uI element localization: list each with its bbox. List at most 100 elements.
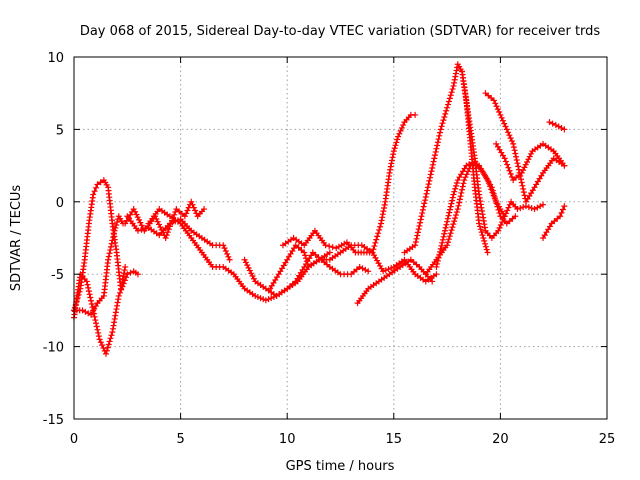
data-point xyxy=(493,200,500,207)
data-point xyxy=(434,142,441,149)
data-point xyxy=(446,209,453,216)
data-point xyxy=(458,189,465,196)
data-point xyxy=(438,123,445,130)
data-point xyxy=(221,245,228,252)
data-point xyxy=(559,206,566,213)
data-point xyxy=(434,257,441,264)
data-point xyxy=(447,92,454,99)
data-point xyxy=(528,205,535,212)
data-point xyxy=(451,218,458,225)
data-point xyxy=(109,237,116,244)
data-point xyxy=(96,336,103,343)
data-point xyxy=(436,129,443,136)
data-point xyxy=(515,163,522,170)
data-point xyxy=(93,323,100,330)
data-point xyxy=(537,203,544,210)
data-point xyxy=(507,170,514,177)
data-point xyxy=(184,207,191,214)
series-arc-9 xyxy=(279,111,419,256)
data-point xyxy=(171,211,178,218)
data-point xyxy=(450,221,457,228)
data-point xyxy=(190,204,197,211)
data-point xyxy=(377,223,384,230)
data-point xyxy=(512,213,519,220)
data-point xyxy=(88,297,95,304)
data-point xyxy=(119,276,126,283)
data-point xyxy=(400,122,407,129)
data-point xyxy=(505,204,512,211)
data-point xyxy=(430,158,437,165)
data-point xyxy=(439,239,446,246)
data-point xyxy=(85,284,92,291)
data-point xyxy=(417,219,424,226)
data-point xyxy=(520,185,527,192)
data-point xyxy=(521,192,528,199)
data-point xyxy=(561,162,568,169)
data-point xyxy=(142,225,149,232)
data-point xyxy=(188,198,195,205)
data-point xyxy=(391,145,398,152)
data-point xyxy=(459,183,466,190)
data-point xyxy=(505,164,512,171)
x-tick-label: 15 xyxy=(386,432,403,447)
data-point xyxy=(517,205,524,212)
data-point xyxy=(427,171,434,178)
series-arc-7 xyxy=(241,249,372,299)
data-point xyxy=(429,161,436,168)
data-point xyxy=(421,200,428,207)
data-point xyxy=(95,329,102,336)
data-point xyxy=(412,239,419,246)
data-point xyxy=(301,249,308,256)
data-point xyxy=(112,224,119,231)
data-point xyxy=(481,237,488,244)
data-point xyxy=(88,300,95,307)
data-point xyxy=(449,86,456,93)
data-point xyxy=(415,226,422,233)
data-point xyxy=(97,339,104,346)
data-point xyxy=(154,218,161,225)
data-point xyxy=(506,132,513,139)
x-tick-label: 0 xyxy=(70,432,78,447)
data-point xyxy=(504,161,511,168)
series-arc-18 xyxy=(546,119,568,133)
data-point xyxy=(452,70,459,77)
data-point xyxy=(437,126,444,133)
data-point xyxy=(380,268,387,275)
data-point xyxy=(476,220,483,227)
data-point xyxy=(130,206,137,213)
data-point xyxy=(260,296,267,303)
data-point xyxy=(496,109,503,116)
data-point xyxy=(326,243,333,250)
data-point xyxy=(245,264,252,271)
data-point xyxy=(79,307,86,314)
data-point xyxy=(426,177,433,184)
data-point xyxy=(423,190,430,197)
data-point xyxy=(388,265,395,272)
data-point xyxy=(505,129,512,136)
data-point xyxy=(445,98,452,105)
data-point xyxy=(449,197,456,204)
chart-title: Day 068 of 2015, Sidereal Day-to-day VTE… xyxy=(80,24,601,39)
data-point xyxy=(483,246,490,253)
data-point xyxy=(123,274,130,281)
data-point xyxy=(510,140,517,147)
data-point xyxy=(414,229,421,236)
data-point xyxy=(444,104,451,111)
data-point xyxy=(450,191,457,198)
data-point xyxy=(443,221,450,228)
data-point xyxy=(498,114,505,121)
data-point xyxy=(453,67,460,74)
data-point xyxy=(518,179,525,186)
y-axis-label: SDTVAR / TECUs xyxy=(9,185,24,292)
series-arc-12 xyxy=(422,162,508,278)
data-point xyxy=(451,188,458,195)
data-point xyxy=(379,211,386,218)
series-arc-11 xyxy=(401,61,491,256)
data-point xyxy=(433,263,440,270)
data-point xyxy=(425,181,432,188)
data-point xyxy=(107,335,114,342)
data-point xyxy=(446,206,453,213)
data-point xyxy=(440,233,447,240)
data-point xyxy=(433,145,440,152)
data-series xyxy=(71,61,568,357)
